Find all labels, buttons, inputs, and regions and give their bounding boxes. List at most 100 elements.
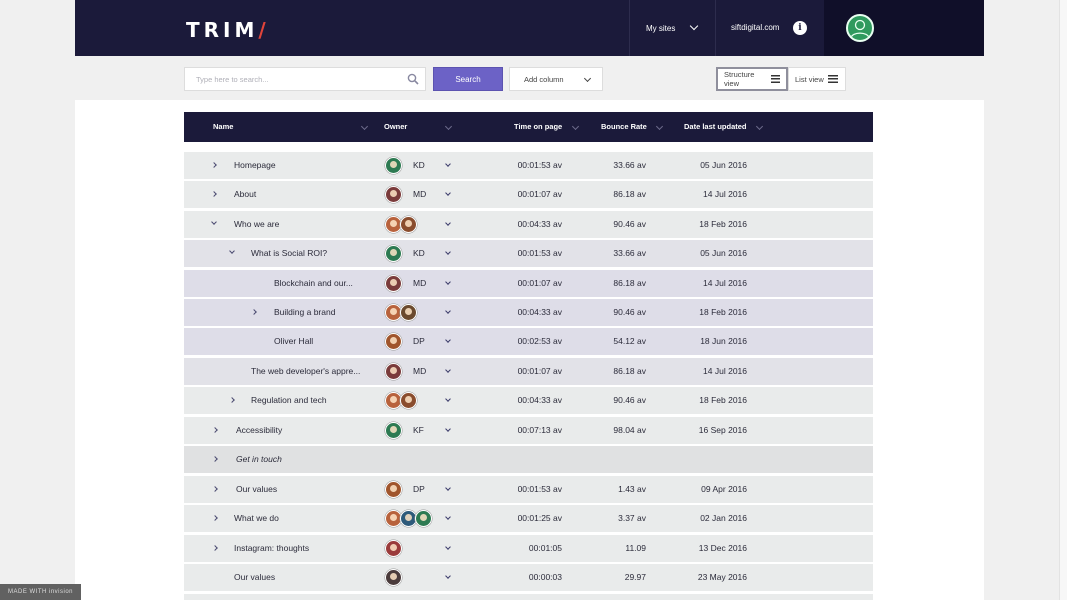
owner-avatars[interactable] (385, 186, 402, 203)
row-page-name[interactable]: Our values (236, 484, 278, 494)
expand-chevron-icon[interactable] (229, 397, 235, 403)
bounce-rate: 33.66 av (613, 248, 646, 258)
column-header-time-on-page[interactable]: Time on page (514, 122, 563, 131)
time-on-page: 00:04:33 av (517, 395, 562, 405)
expand-chevron-icon[interactable] (212, 427, 218, 433)
owner-avatars[interactable] (385, 363, 402, 380)
column-header-date-last-updated[interactable]: Date last updated (684, 122, 747, 131)
owner-avatars[interactable] (385, 510, 432, 527)
row-page-name[interactable]: What is Social ROI? (251, 248, 328, 258)
row-page-name[interactable]: What we do (234, 513, 279, 523)
table-row[interactable]: Oliver Hall DP 00:02:53 av 54.12 av 18 J… (184, 328, 873, 355)
table-row[interactable]: Get in touch (184, 446, 873, 473)
sort-chevron-icon[interactable] (360, 122, 369, 131)
chevron-down-icon[interactable] (445, 544, 451, 550)
table-row[interactable]: Who we are 00:04:33 av 90.46 av 18 Feb 2… (184, 211, 873, 238)
search-icon[interactable] (407, 73, 419, 85)
column-header-owner[interactable]: Owner (384, 122, 408, 131)
row-page-name[interactable]: Who we are (234, 219, 280, 229)
row-page-name[interactable]: Regulation and tech (251, 395, 327, 405)
owner-avatars[interactable] (385, 540, 402, 557)
expand-chevron-icon[interactable] (211, 162, 217, 168)
column-header-bounce-rate[interactable]: Bounce Rate (601, 122, 647, 131)
add-column-dropdown[interactable]: Add column (509, 67, 603, 91)
search-input[interactable] (185, 68, 395, 90)
table-row[interactable]: Blockchain and our... MD 00:01:07 av 86.… (184, 270, 873, 297)
expand-chevron-icon[interactable] (211, 191, 217, 197)
expand-chevron-icon[interactable] (212, 486, 218, 492)
invision-badge[interactable]: MADE WITH invision (0, 584, 81, 600)
table-row[interactable]: Building a brand 00:04:33 av 90.46 av 18… (184, 299, 873, 326)
sort-chevron-icon[interactable] (755, 122, 764, 131)
owner-avatars[interactable] (385, 333, 402, 350)
table-row[interactable]: About MD 00:01:07 av 86.18 av 14 Jul 201… (184, 181, 873, 208)
structure-view-button[interactable]: Structure view (716, 67, 788, 91)
chevron-down-icon[interactable] (445, 190, 451, 196)
chevron-down-icon[interactable] (445, 514, 451, 520)
table-row[interactable]: The web developer's appre... MD 00:01:07… (184, 358, 873, 385)
time-on-page: 00:01:53 av (517, 484, 562, 494)
owner-avatars[interactable] (385, 392, 417, 409)
row-page-name[interactable]: Accessibility (236, 425, 283, 435)
owner-avatars[interactable] (385, 157, 402, 174)
user-avatar[interactable] (846, 14, 874, 42)
row-page-name[interactable]: Blockchain and our... (274, 278, 353, 288)
page-scrollbar[interactable] (1059, 0, 1067, 600)
table-row[interactable] (184, 594, 873, 600)
chevron-down-icon[interactable] (445, 426, 451, 432)
table-row[interactable]: Accessibility KF 00:07:13 av 98.04 av 16… (184, 417, 873, 444)
chevron-down-icon[interactable] (445, 573, 451, 579)
row-page-name[interactable]: Building a brand (274, 307, 336, 317)
chevron-down-icon[interactable] (445, 279, 451, 285)
info-icon[interactable]: i (793, 21, 807, 35)
my-sites-dropdown[interactable]: My sites (629, 0, 715, 56)
collapse-chevron-icon[interactable] (229, 248, 235, 254)
row-page-name[interactable]: The web developer's appre... (251, 366, 361, 376)
expand-chevron-icon[interactable] (212, 456, 218, 462)
sort-chevron-icon[interactable] (571, 122, 580, 131)
list-view-button[interactable]: List view (788, 67, 846, 91)
current-site-domain[interactable]: siftdigital.com (731, 23, 780, 32)
table-row[interactable]: Homepage KD 00:01:53 av 33.66 av 05 Jun … (184, 152, 873, 179)
sort-chevron-icon[interactable] (444, 122, 453, 131)
trim-logo[interactable]: TRIM/ (186, 18, 270, 42)
row-page-name[interactable]: Our values (234, 572, 276, 582)
expand-chevron-icon[interactable] (212, 545, 218, 551)
owner-avatars[interactable] (385, 569, 402, 586)
expand-chevron-icon[interactable] (251, 309, 257, 315)
row-page-name[interactable]: Instagram: thoughts (234, 543, 310, 553)
table-row[interactable]: Our values 00:00:03 29.97 23 May 2016 (184, 564, 873, 591)
date-last-updated: 18 Feb 2016 (699, 307, 747, 317)
sort-chevron-icon[interactable] (655, 122, 664, 131)
owner-avatars[interactable] (385, 304, 417, 321)
chevron-down-icon[interactable] (445, 308, 451, 314)
chevron-down-icon[interactable] (445, 485, 451, 491)
chevron-down-icon[interactable] (445, 249, 451, 255)
chevron-down-icon[interactable] (445, 337, 451, 343)
expand-chevron-icon[interactable] (212, 515, 218, 521)
owner-avatars[interactable] (385, 216, 417, 233)
table-row[interactable]: What is Social ROI? KD 00:01:53 av 33.66… (184, 240, 873, 267)
owner-avatars[interactable] (385, 245, 402, 262)
row-page-name[interactable]: Get in touch (236, 454, 282, 464)
bounce-rate: 90.46 av (613, 307, 646, 317)
owner-avatars[interactable] (385, 481, 402, 498)
row-page-name[interactable]: Homepage (234, 160, 276, 170)
collapse-chevron-icon[interactable] (211, 219, 217, 225)
time-on-page: 00:01:53 av (517, 160, 562, 170)
table-row[interactable]: Instagram: thoughts 00:01:05 11.09 13 De… (184, 535, 873, 562)
owner-avatars[interactable] (385, 422, 402, 439)
table-row[interactable]: Our values DP 00:01:53 av 1.43 av 09 Apr… (184, 476, 873, 503)
table-row[interactable]: Regulation and tech 00:04:33 av 90.46 av… (184, 387, 873, 414)
owner-avatars[interactable] (385, 275, 402, 292)
avatar (400, 392, 417, 409)
row-page-name[interactable]: About (234, 189, 257, 199)
column-header-name[interactable]: Name (213, 122, 234, 131)
search-button[interactable]: Search (433, 67, 503, 91)
table-row[interactable]: What we do 00:01:25 av 3.37 av 02 Jan 20… (184, 505, 873, 532)
chevron-down-icon[interactable] (445, 161, 451, 167)
chevron-down-icon[interactable] (445, 220, 451, 226)
chevron-down-icon[interactable] (445, 396, 451, 402)
chevron-down-icon[interactable] (445, 367, 451, 373)
row-page-name[interactable]: Oliver Hall (274, 336, 314, 346)
